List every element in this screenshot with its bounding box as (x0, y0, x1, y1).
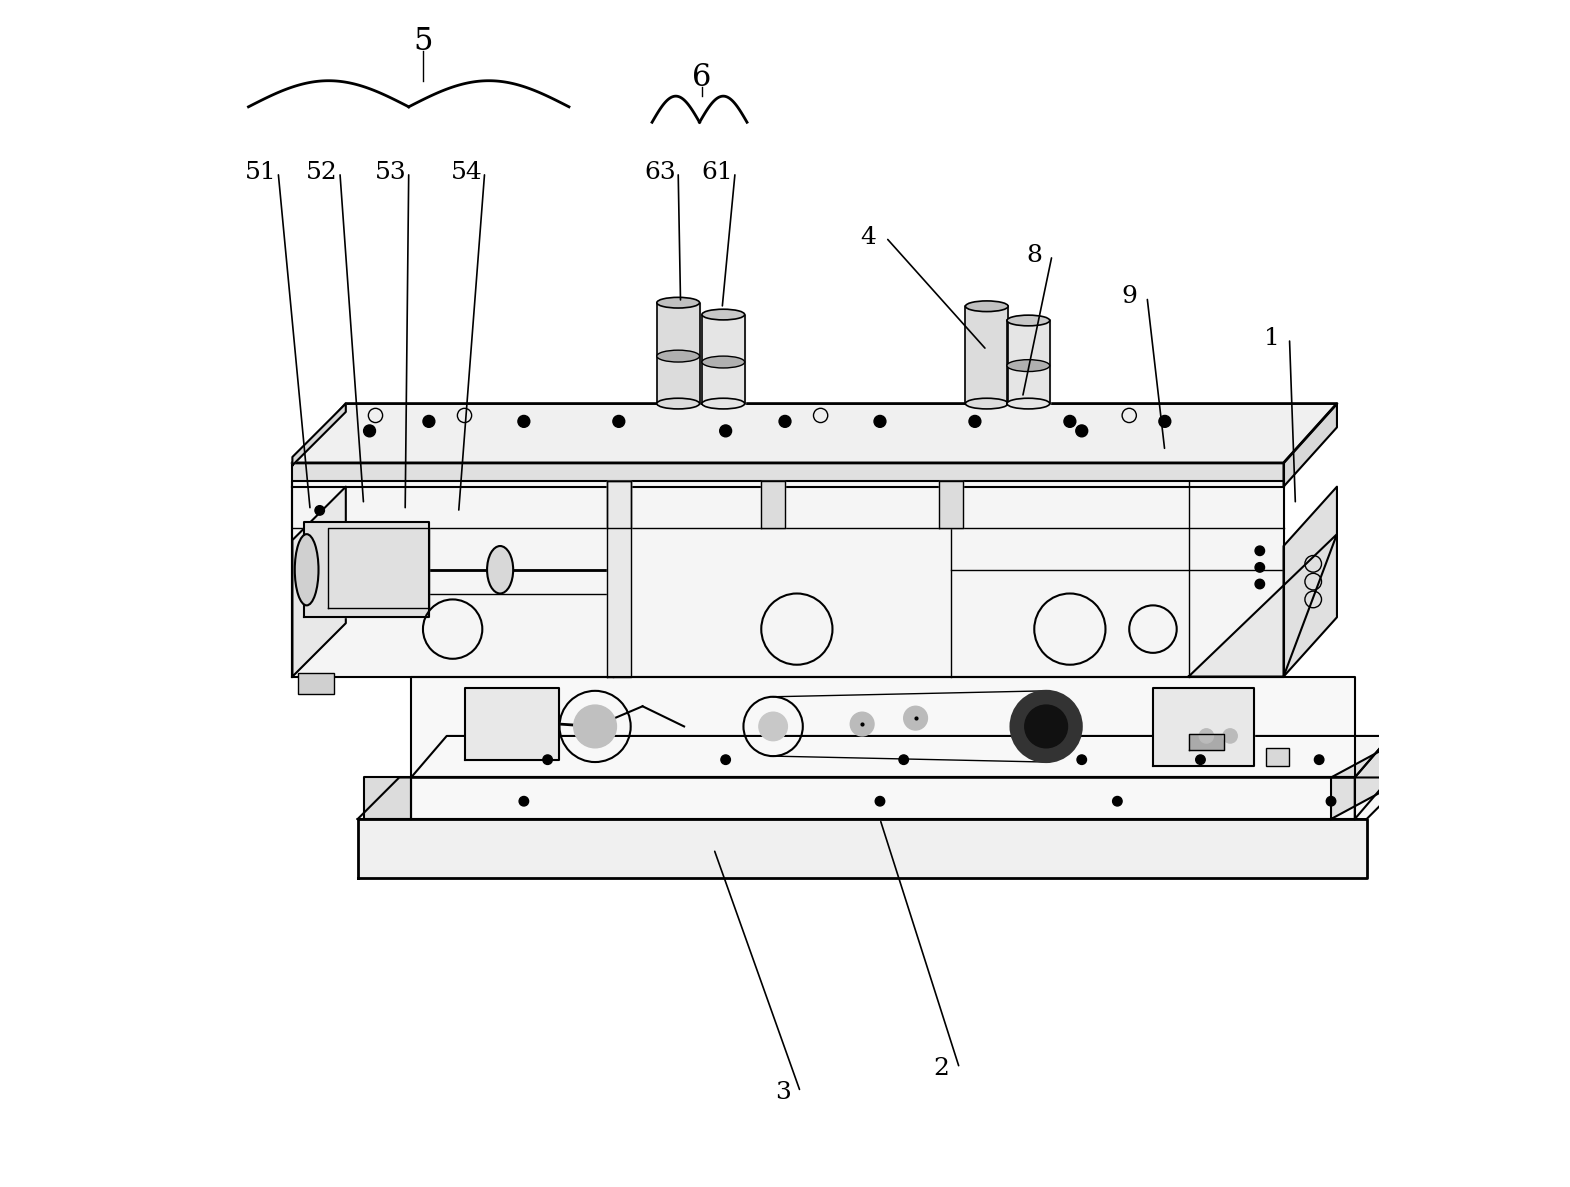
Circle shape (1064, 415, 1075, 427)
Ellipse shape (1006, 316, 1050, 326)
Ellipse shape (702, 356, 744, 368)
Polygon shape (411, 777, 1355, 819)
Circle shape (1314, 755, 1324, 764)
Polygon shape (761, 481, 785, 528)
Text: 5: 5 (413, 26, 433, 57)
Bar (298, 673, 334, 694)
Bar (1265, 748, 1289, 766)
Circle shape (758, 712, 788, 741)
Circle shape (364, 425, 375, 437)
Circle shape (1223, 729, 1237, 743)
Text: 51: 51 (245, 160, 276, 184)
Polygon shape (966, 306, 1008, 404)
Circle shape (1196, 755, 1206, 764)
Ellipse shape (656, 350, 700, 362)
Ellipse shape (1006, 360, 1050, 372)
Circle shape (969, 415, 981, 427)
Text: 63: 63 (645, 160, 677, 184)
Polygon shape (702, 315, 744, 404)
Polygon shape (292, 404, 1338, 463)
Ellipse shape (295, 534, 319, 605)
Ellipse shape (702, 309, 744, 320)
Polygon shape (358, 819, 1366, 878)
Circle shape (1011, 691, 1082, 762)
Polygon shape (292, 481, 1284, 677)
Circle shape (422, 415, 435, 427)
Ellipse shape (1006, 399, 1050, 408)
Polygon shape (1331, 736, 1408, 819)
Circle shape (874, 415, 885, 427)
Circle shape (719, 425, 732, 437)
Polygon shape (305, 522, 429, 617)
Text: 54: 54 (451, 160, 482, 184)
Circle shape (612, 415, 625, 427)
Ellipse shape (487, 546, 513, 594)
Circle shape (1327, 796, 1336, 806)
Ellipse shape (966, 301, 1008, 312)
Polygon shape (1188, 734, 1225, 750)
Polygon shape (1006, 320, 1050, 404)
Text: 3: 3 (774, 1080, 791, 1104)
Polygon shape (656, 303, 700, 404)
Circle shape (874, 796, 885, 806)
Polygon shape (364, 777, 411, 819)
Ellipse shape (966, 399, 1008, 408)
Text: 61: 61 (702, 160, 733, 184)
Polygon shape (292, 463, 1284, 487)
Polygon shape (1188, 534, 1338, 677)
Polygon shape (608, 481, 631, 528)
Polygon shape (292, 487, 345, 677)
Circle shape (1254, 563, 1264, 572)
Circle shape (1254, 546, 1264, 556)
Circle shape (721, 755, 730, 764)
Polygon shape (411, 677, 1355, 777)
Circle shape (573, 705, 617, 748)
Text: 1: 1 (1264, 326, 1280, 350)
Circle shape (904, 706, 928, 730)
Text: 52: 52 (306, 160, 338, 184)
Circle shape (779, 415, 791, 427)
Circle shape (900, 755, 909, 764)
Polygon shape (939, 481, 962, 528)
Circle shape (1113, 796, 1123, 806)
Circle shape (1075, 425, 1088, 437)
Text: 9: 9 (1121, 285, 1137, 309)
Text: 6: 6 (692, 62, 711, 93)
Circle shape (1199, 729, 1214, 743)
Text: 4: 4 (860, 226, 876, 249)
Circle shape (1077, 755, 1086, 764)
Polygon shape (1284, 404, 1338, 487)
Circle shape (851, 712, 874, 736)
Circle shape (518, 415, 529, 427)
Polygon shape (358, 777, 1408, 819)
Polygon shape (1284, 487, 1338, 677)
Ellipse shape (656, 298, 700, 309)
Text: 53: 53 (375, 160, 407, 184)
Circle shape (1025, 705, 1068, 748)
Ellipse shape (702, 399, 744, 408)
Ellipse shape (656, 399, 700, 408)
Circle shape (1159, 415, 1171, 427)
Circle shape (316, 506, 325, 515)
Text: 2: 2 (934, 1056, 950, 1080)
Polygon shape (1152, 688, 1254, 766)
Circle shape (520, 796, 529, 806)
Polygon shape (608, 481, 631, 677)
Polygon shape (1355, 736, 1391, 819)
Text: 8: 8 (1027, 243, 1042, 267)
Polygon shape (411, 736, 1391, 777)
Circle shape (1254, 579, 1264, 589)
Polygon shape (465, 688, 559, 760)
Circle shape (543, 755, 553, 764)
Polygon shape (292, 404, 345, 465)
